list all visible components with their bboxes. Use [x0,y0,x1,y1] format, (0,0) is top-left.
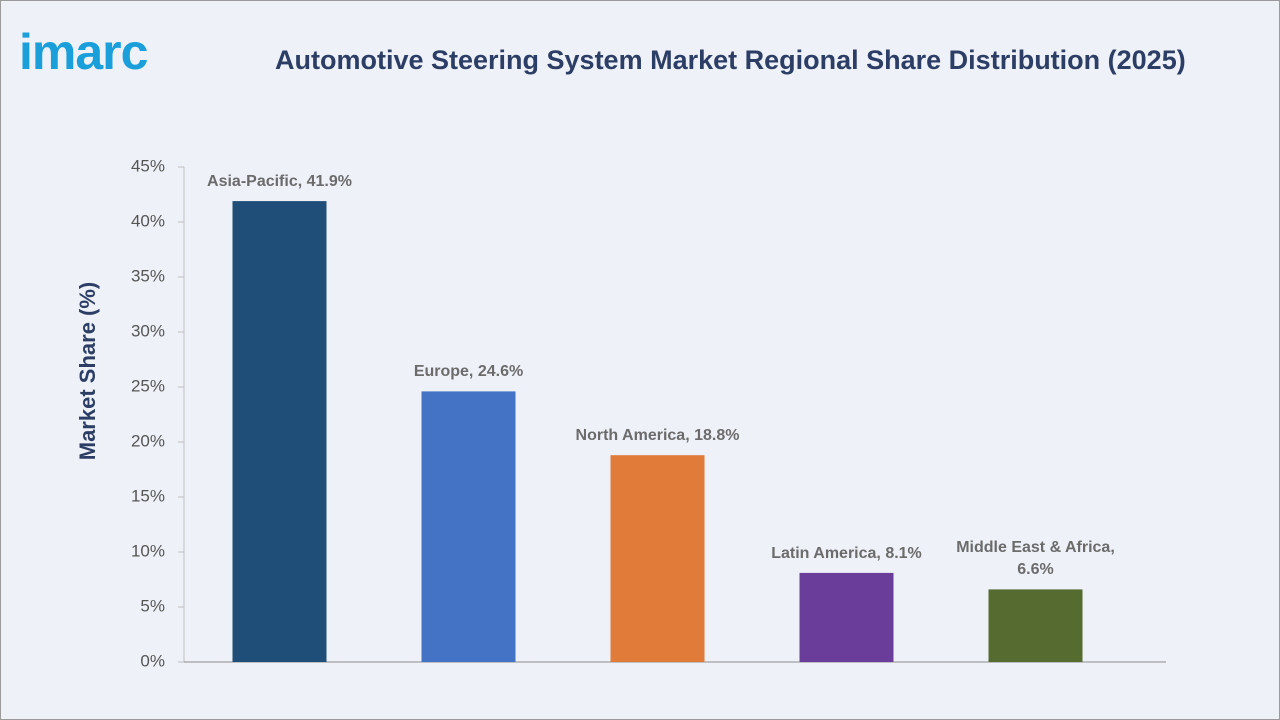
data-label: Asia-Pacific, 41.9% [207,173,352,191]
data-label: Latin America, 8.1% [771,544,922,562]
bar [232,201,327,662]
y-tick-label: 5% [140,596,165,615]
bar [988,589,1083,662]
y-tick-label: 20% [131,431,165,450]
y-tick-label: 25% [131,376,165,395]
data-label: Middle East & Africa, 6.6% [956,539,1115,579]
bar [610,455,705,662]
y-tick-label: 35% [131,266,165,285]
y-tick-label: 45% [131,156,165,175]
y-axis-title: Market Share (%) [75,282,100,461]
y-tick-label: 0% [140,651,165,670]
y-tick-label: 10% [131,541,165,560]
y-tick-label: 15% [131,486,165,505]
data-label: Europe, 24.6% [413,363,524,381]
y-tick-label: 30% [131,321,165,340]
chart-title: Automotive Steering System Market Region… [275,45,1186,75]
y-tick-label: 40% [131,211,165,230]
data-label: North America, 18.8% [575,427,740,445]
logo: imarc [19,24,148,80]
bar [421,391,516,662]
bar [799,572,894,662]
